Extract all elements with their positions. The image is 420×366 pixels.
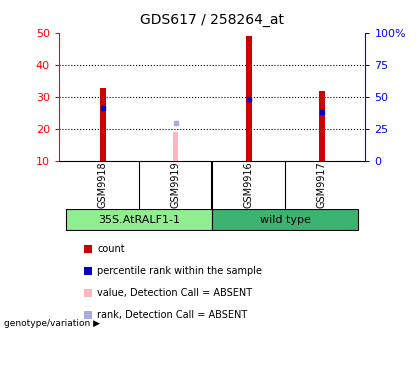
Text: GSM9918: GSM9918 xyxy=(97,162,108,208)
FancyBboxPatch shape xyxy=(66,209,212,230)
Bar xyxy=(173,132,178,161)
Text: GDS617 / 258264_at: GDS617 / 258264_at xyxy=(140,13,284,27)
Bar xyxy=(246,36,252,161)
Text: value, Detection Call = ABSENT: value, Detection Call = ABSENT xyxy=(97,288,252,298)
Text: genotype/variation ▶: genotype/variation ▶ xyxy=(4,320,100,328)
Text: GSM9917: GSM9917 xyxy=(317,162,327,208)
Text: GSM9916: GSM9916 xyxy=(244,162,254,208)
Text: rank, Detection Call = ABSENT: rank, Detection Call = ABSENT xyxy=(97,310,248,320)
Text: count: count xyxy=(97,244,125,254)
FancyBboxPatch shape xyxy=(212,209,358,230)
Bar xyxy=(100,87,105,161)
Bar xyxy=(319,91,325,161)
Text: 35S.AtRALF1-1: 35S.AtRALF1-1 xyxy=(98,214,180,225)
Text: percentile rank within the sample: percentile rank within the sample xyxy=(97,266,262,276)
Text: wild type: wild type xyxy=(260,214,310,225)
Text: GSM9919: GSM9919 xyxy=(171,162,181,208)
